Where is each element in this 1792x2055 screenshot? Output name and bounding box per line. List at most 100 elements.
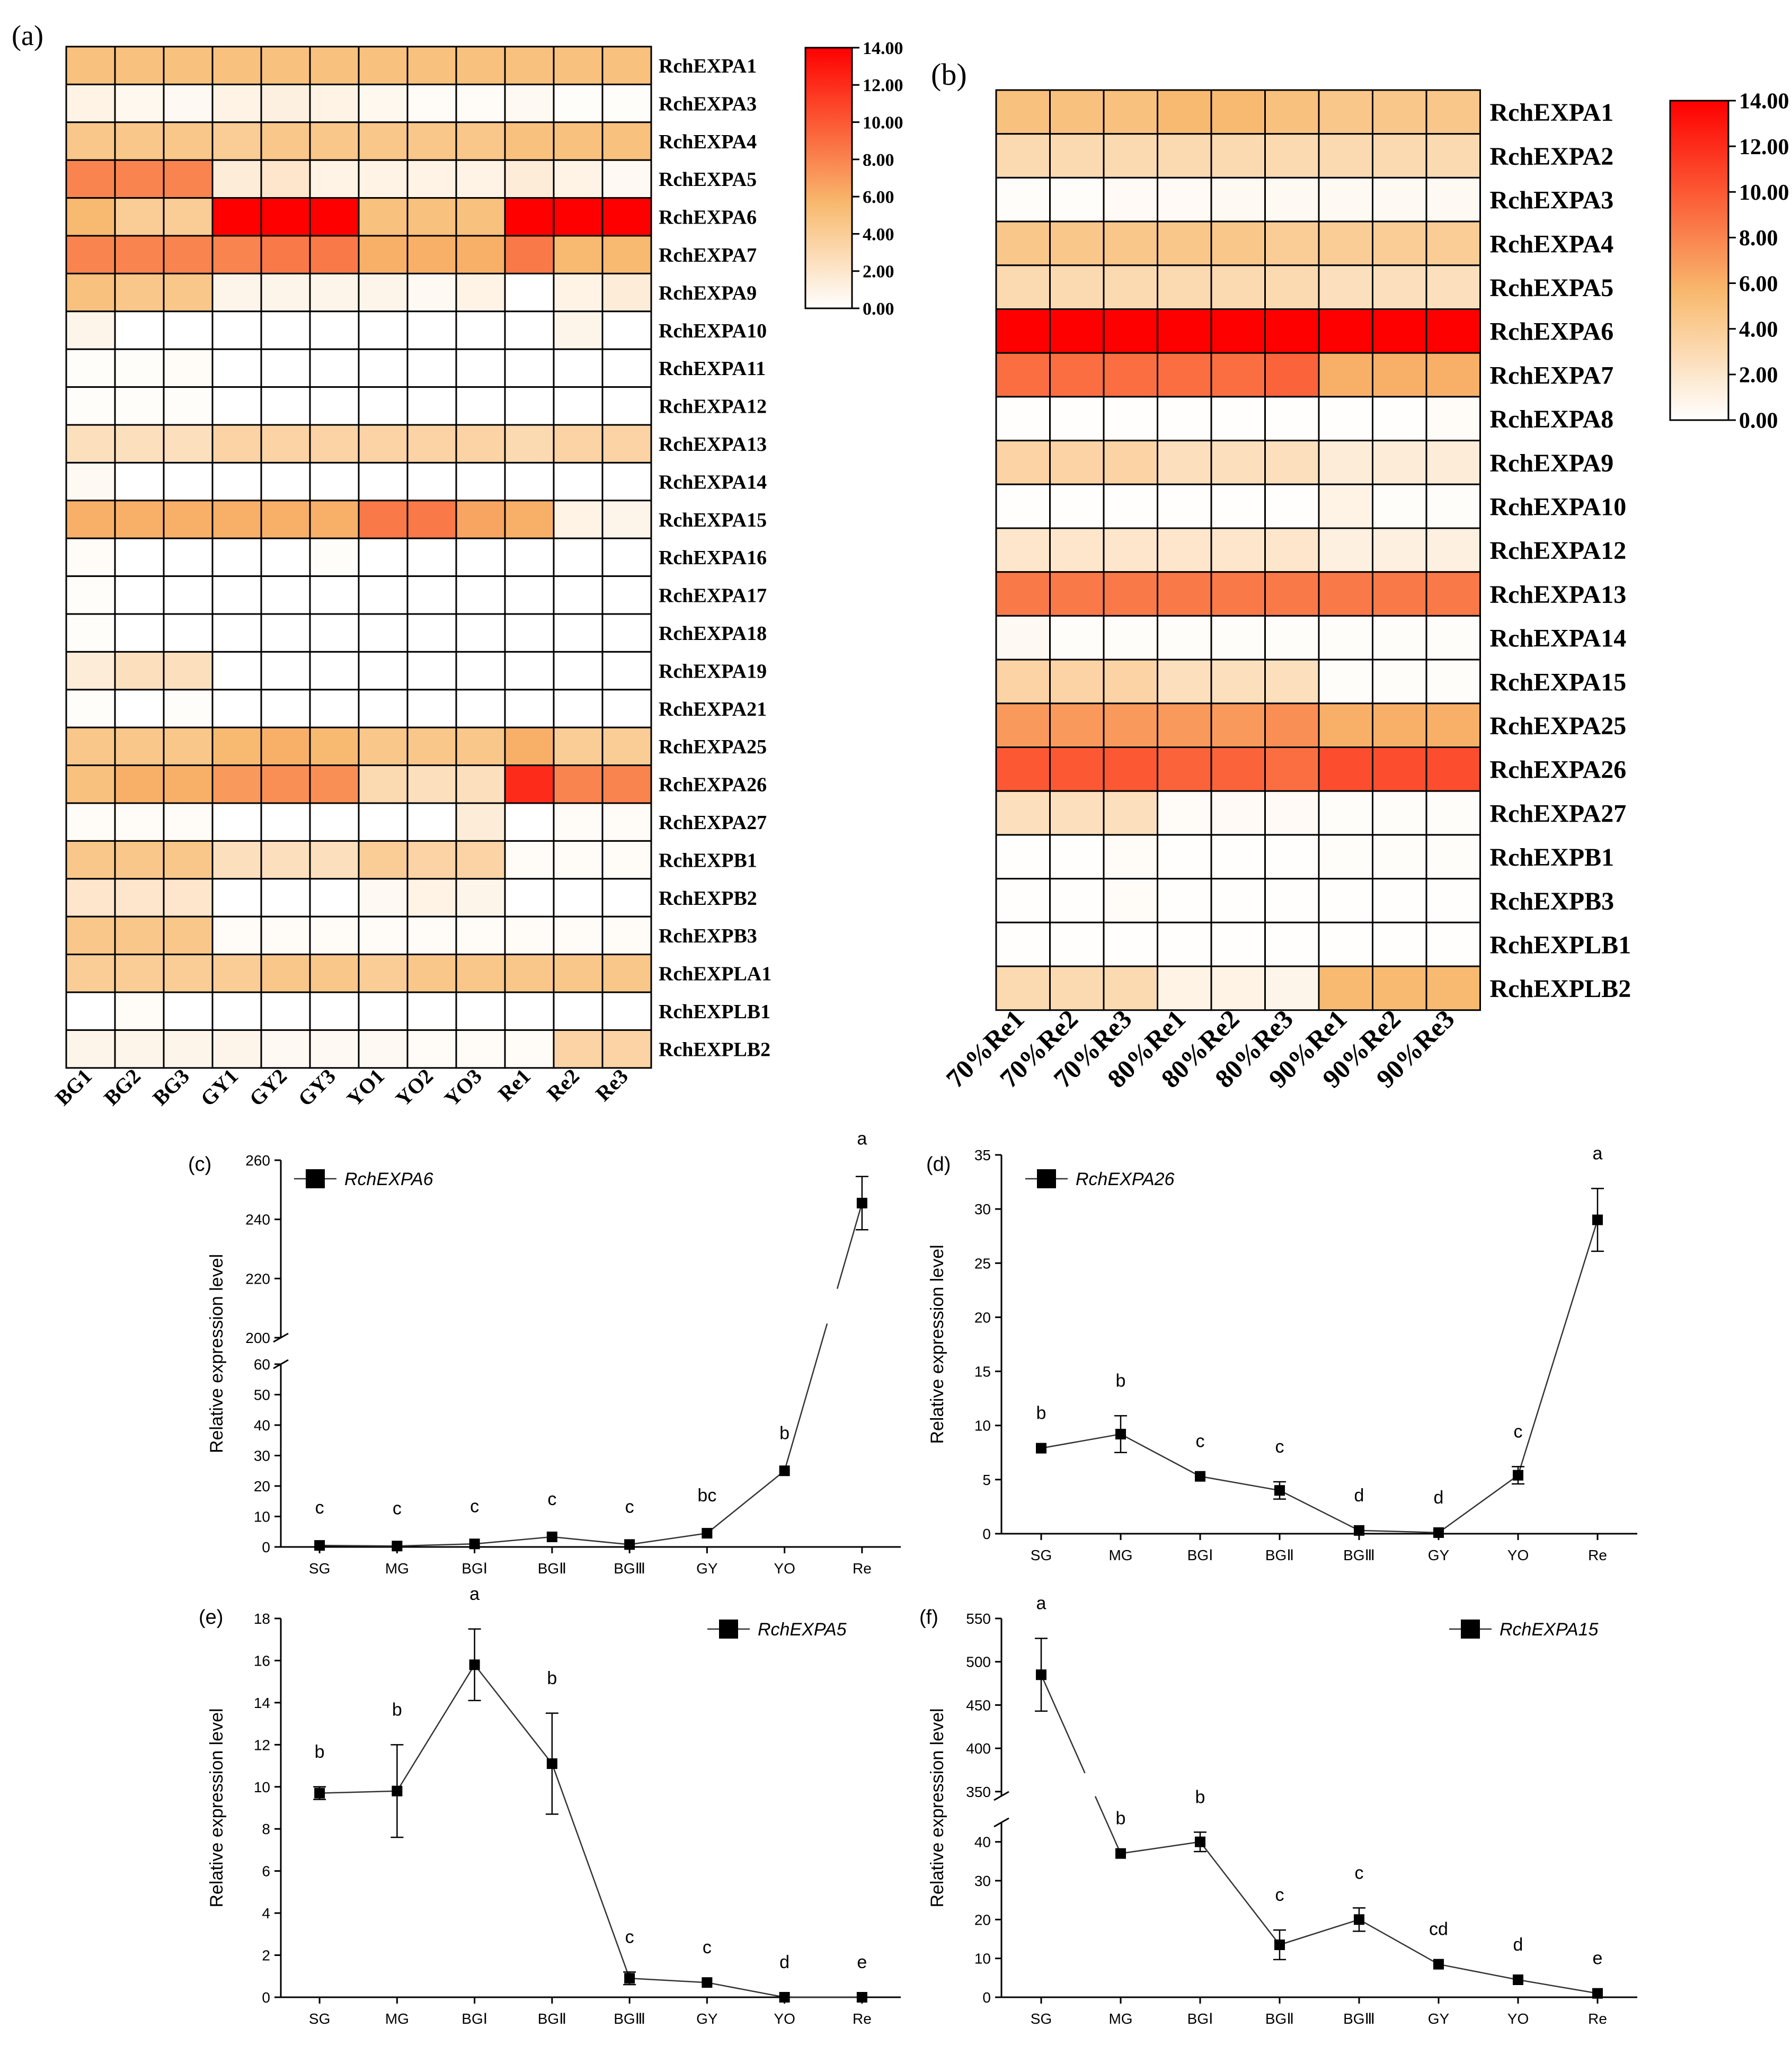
data-point — [702, 1528, 713, 1539]
y-tick-label: 20 — [254, 1478, 270, 1494]
heatmap-cell — [1264, 834, 1320, 880]
series-line — [1359, 1919, 1439, 1965]
heatmap-cell — [1372, 527, 1427, 573]
significance-letter: c — [703, 1937, 712, 1958]
heatmap-cell — [1425, 89, 1481, 135]
heatmap-cell — [995, 965, 1051, 1011]
heatmap-cell — [406, 878, 457, 918]
row-label: RchEXPB3 — [659, 925, 757, 947]
y-tick-label: 220 — [245, 1270, 270, 1287]
heatmap-cell — [1157, 527, 1212, 573]
significance-letter: a — [1036, 1594, 1046, 1614]
heatmap-cell — [1210, 176, 1266, 223]
heatmap-cell — [455, 272, 506, 313]
x-tick-label: MG — [385, 1560, 409, 1577]
heatmap-cell — [1264, 571, 1320, 617]
heatmap-cell — [995, 133, 1051, 179]
heatmap-cell — [455, 235, 506, 274]
heatmap-cell — [995, 921, 1051, 967]
heatmap-cell — [1318, 176, 1373, 223]
heatmap-cell — [163, 121, 214, 161]
heatmap-cell — [995, 527, 1051, 573]
color-scale-label: 14.00 — [863, 39, 903, 58]
data-point — [314, 1787, 325, 1799]
heatmap-cell — [504, 840, 555, 880]
heatmap-cell — [406, 991, 457, 1031]
row-label: RchEXPA9 — [1490, 449, 1614, 477]
heatmap-cell — [1049, 878, 1105, 923]
heatmap-cell — [1318, 264, 1373, 310]
heatmap-cell — [601, 121, 652, 161]
heatmap-cell — [65, 500, 116, 539]
heatmap-cell — [1049, 352, 1105, 398]
heatmap-cell — [211, 764, 262, 804]
heatmap-cell — [260, 1029, 311, 1069]
data-point — [469, 1538, 480, 1550]
heatmap-cell — [504, 461, 555, 502]
heatmap-cell — [309, 689, 360, 728]
heatmap-cell — [601, 272, 652, 313]
data-point — [1513, 1470, 1523, 1481]
heatmap-cell — [114, 689, 165, 728]
heatmap-cell — [1210, 878, 1266, 923]
heatmap-cell — [455, 954, 506, 993]
heatmap-cell — [65, 197, 116, 237]
heatmap-cell — [504, 272, 555, 313]
legend-marker — [1037, 1169, 1056, 1188]
row-label: RchEXPA1 — [659, 55, 757, 77]
axis-break-mark — [993, 1791, 1009, 1801]
x-tick-label: BGⅡ — [1265, 2010, 1294, 2027]
heatmap-cell — [358, 689, 409, 728]
heatmap-cell — [1318, 133, 1373, 179]
significance-letter: a — [1593, 1143, 1603, 1163]
significance-letter: b — [1036, 1403, 1046, 1424]
heatmap-cell — [211, 689, 262, 728]
y-tick-label: 240 — [245, 1212, 270, 1228]
significance-letter: e — [857, 1952, 867, 1972]
row-label: RchEXPA12 — [1490, 537, 1627, 565]
heatmap-cell — [1157, 220, 1212, 266]
legend-marker — [306, 1169, 325, 1188]
heatmap-cell — [358, 461, 409, 502]
panel-label: (b) — [931, 57, 967, 92]
heatmap-cell — [260, 651, 311, 691]
heatmap-cell — [163, 1029, 214, 1069]
series-line — [1200, 1841, 1280, 1945]
heatmap-cell — [309, 500, 360, 539]
x-tick-label: BGⅠ — [1187, 2010, 1213, 2027]
heatmap-cell — [163, 954, 214, 993]
series-line — [1279, 1490, 1360, 1531]
heatmap-cell — [406, 235, 457, 274]
heatmap-cell — [1157, 308, 1212, 354]
data-point — [624, 1973, 635, 1984]
heatmap-cell — [504, 83, 555, 123]
heatmap-cell — [114, 613, 165, 653]
heatmap-cell — [211, 840, 262, 880]
heatmap-cell — [1049, 746, 1105, 792]
x-tick-label: SG — [1031, 1547, 1052, 1563]
heatmap-cell — [1103, 133, 1158, 179]
series-line — [474, 1664, 553, 1764]
heatmap-cell — [65, 613, 116, 653]
heatmap-cell — [211, 310, 262, 350]
heatmap-cell — [1210, 921, 1266, 967]
series-line — [629, 1978, 707, 1983]
heatmap-cell — [601, 46, 652, 85]
heatmap-cell — [114, 46, 165, 85]
heatmap-cell — [1049, 176, 1105, 223]
heatmap-cell — [260, 461, 311, 502]
significance-letter: c — [1355, 1863, 1364, 1883]
heatmap-cell — [504, 1029, 555, 1069]
row-label: RchEXPA16 — [659, 547, 767, 569]
series-line — [836, 1203, 863, 1289]
heatmap-cell — [1049, 659, 1105, 705]
x-tick-label: GY — [1428, 2010, 1450, 2027]
legend-label: RchEXPA5 — [758, 1620, 847, 1640]
significance-letter: c — [625, 1497, 634, 1517]
heatmap-cell — [309, 651, 360, 691]
x-tick-label: Re — [1588, 2010, 1607, 2027]
heatmap-cell — [504, 954, 555, 993]
heatmap-cell — [1318, 220, 1373, 266]
heatmap-cell — [309, 991, 360, 1031]
heatmap-cell — [65, 991, 116, 1031]
